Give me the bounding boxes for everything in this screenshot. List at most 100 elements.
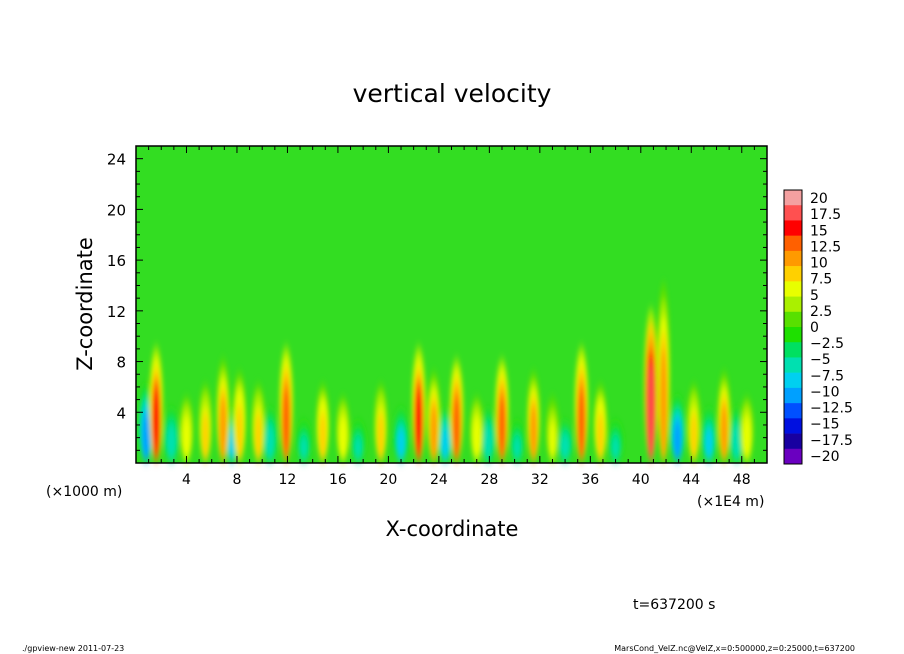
colorbar-swatch bbox=[784, 220, 802, 236]
colorbar-swatch bbox=[784, 190, 802, 206]
downdraft-7-band-4 bbox=[441, 428, 450, 461]
colorbar-label: 7.5 bbox=[810, 272, 832, 288]
downdraft-8-band-4 bbox=[484, 428, 492, 461]
y-tick-label: 16 bbox=[107, 252, 126, 270]
updraft-21 bbox=[686, 384, 701, 461]
colorbar-label: 20 bbox=[810, 191, 828, 207]
updraft-18 bbox=[593, 384, 608, 461]
updraft-19-band-4 bbox=[647, 363, 655, 461]
time-label: t=637200 s bbox=[633, 597, 715, 613]
updraft-22-band-4 bbox=[720, 403, 728, 461]
updraft-20 bbox=[656, 282, 671, 461]
colorbar-label: 10 bbox=[810, 256, 828, 272]
updraft-23 bbox=[739, 397, 754, 461]
updraft-17-band-4 bbox=[578, 387, 585, 461]
updraft-4 bbox=[232, 371, 247, 461]
updraft-12 bbox=[449, 359, 464, 461]
updraft-18-band-4 bbox=[597, 411, 604, 461]
updraft-8-band-4 bbox=[339, 419, 347, 461]
y-axis-label: Z-coordinate bbox=[73, 237, 97, 371]
downdraft-14 bbox=[728, 409, 745, 461]
colorbar-swatch bbox=[784, 205, 802, 221]
updraft-16-band-4 bbox=[549, 419, 556, 461]
downdraft-9-band-4 bbox=[513, 436, 521, 461]
y-tick-label: 20 bbox=[107, 201, 126, 219]
colorbar-label: 15 bbox=[810, 223, 828, 239]
updraft-14-band-4 bbox=[498, 395, 506, 461]
x-tick-label: 36 bbox=[581, 472, 599, 488]
colorbar-swatch bbox=[784, 281, 802, 297]
colorbar-swatch bbox=[784, 387, 802, 404]
updraft-10 bbox=[411, 346, 426, 461]
downdraft-10 bbox=[557, 422, 574, 461]
x-tick-label: 8 bbox=[232, 472, 241, 488]
downdraft-3-band-4 bbox=[265, 428, 274, 461]
x-tick-label: 12 bbox=[279, 472, 297, 488]
updraft-11-band-4 bbox=[430, 403, 438, 461]
updraft-0-band-4 bbox=[152, 387, 160, 461]
colorbar-label: −17.5 bbox=[810, 433, 853, 449]
x-tick-label: 16 bbox=[329, 472, 347, 488]
y-tick-label: 12 bbox=[107, 303, 126, 321]
x-tick-label: 28 bbox=[480, 472, 498, 488]
updraft-5-band-4 bbox=[255, 411, 262, 461]
updraft-21-band-4 bbox=[690, 411, 698, 461]
colorbar-swatch bbox=[784, 357, 802, 373]
velocity-field bbox=[138, 282, 754, 461]
x-unit-right: (×1E4 m) bbox=[697, 494, 764, 510]
colorbar-label: 2.5 bbox=[810, 304, 832, 320]
updraft-15-band-4 bbox=[530, 403, 537, 461]
updraft-16 bbox=[545, 397, 560, 461]
updraft-10-band-4 bbox=[415, 387, 423, 461]
updraft-4-band-4 bbox=[236, 403, 243, 461]
downdraft-6 bbox=[393, 409, 410, 461]
updraft-19 bbox=[643, 308, 658, 461]
downdraft-6-band-4 bbox=[397, 428, 405, 461]
updraft-1 bbox=[179, 397, 194, 461]
downdraft-5-band-4 bbox=[354, 436, 362, 461]
colorbar-swatch bbox=[784, 296, 802, 313]
downdraft-13 bbox=[700, 409, 717, 461]
downdraft-1 bbox=[163, 409, 180, 461]
x-tick-label: 24 bbox=[430, 472, 448, 488]
x-tick-label: 4 bbox=[182, 472, 191, 488]
downdraft-9 bbox=[509, 422, 526, 461]
colorbar-label: −10 bbox=[810, 384, 840, 400]
downdraft-3 bbox=[261, 409, 278, 461]
colorbar-frame bbox=[783, 189, 803, 465]
updraft-2-band-4 bbox=[202, 411, 209, 461]
updraft-20-band-4 bbox=[660, 346, 667, 461]
updraft-6 bbox=[279, 346, 294, 461]
x-tick-label: 48 bbox=[733, 472, 751, 488]
updraft-22 bbox=[717, 371, 732, 461]
updraft-13-band-4 bbox=[473, 419, 481, 461]
x-tick-label: 40 bbox=[632, 472, 650, 488]
y-tick-label: 4 bbox=[116, 404, 126, 422]
colorbar-label: −15 bbox=[810, 417, 840, 433]
footer-left: ./gpview-new 2011-07-23 bbox=[22, 644, 124, 653]
x-tick-label: 44 bbox=[682, 472, 700, 488]
downdraft-4 bbox=[295, 422, 312, 461]
colorbar-swatch bbox=[784, 372, 802, 389]
x-axis-ticks: 4 8 12 16 20 24 28 32 36 40 44 48 bbox=[148, 146, 755, 488]
y-tick-label: 24 bbox=[107, 151, 126, 169]
colorbar-swatch bbox=[784, 448, 802, 465]
updraft-1-band-4 bbox=[183, 419, 190, 461]
downdraft-0-band-4 bbox=[142, 411, 150, 461]
updraft-15 bbox=[526, 371, 541, 461]
y-tick-label: 8 bbox=[116, 354, 126, 372]
colorbar-swatch bbox=[784, 327, 802, 343]
updraft-11 bbox=[426, 371, 441, 461]
x-tick-label: 20 bbox=[379, 472, 397, 488]
colorbar-swatch bbox=[784, 403, 802, 419]
updraft-9 bbox=[373, 384, 388, 461]
downdraft-12 bbox=[669, 397, 686, 461]
downdraft-11 bbox=[607, 422, 624, 461]
downdraft-12-band-4 bbox=[673, 419, 682, 461]
updraft-12-band-4 bbox=[453, 395, 460, 461]
colorbar-label: −2.5 bbox=[810, 336, 844, 352]
colorbar-swatch bbox=[784, 266, 802, 282]
updraft-23-band-4 bbox=[743, 419, 751, 461]
